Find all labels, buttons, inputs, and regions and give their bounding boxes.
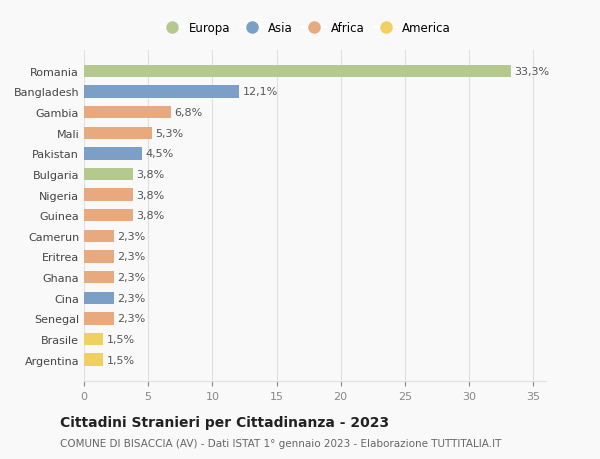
Text: 12,1%: 12,1%: [242, 87, 278, 97]
Bar: [84, 148, 142, 160]
Bar: [84, 106, 171, 119]
Bar: [84, 292, 113, 304]
Bar: [84, 86, 239, 98]
Text: 6,8%: 6,8%: [175, 108, 203, 118]
Bar: [84, 353, 103, 366]
Bar: [84, 168, 133, 181]
Bar: [84, 333, 103, 345]
Bar: [84, 66, 511, 78]
Legend: Europa, Asia, Africa, America: Europa, Asia, Africa, America: [156, 17, 455, 40]
Text: 3,8%: 3,8%: [136, 190, 164, 200]
Text: 2,3%: 2,3%: [117, 313, 145, 324]
Text: 2,3%: 2,3%: [117, 252, 145, 262]
Bar: [84, 271, 113, 284]
Bar: [84, 210, 133, 222]
Text: 2,3%: 2,3%: [117, 231, 145, 241]
Text: 2,3%: 2,3%: [117, 293, 145, 303]
Text: 2,3%: 2,3%: [117, 273, 145, 282]
Bar: [84, 313, 113, 325]
Text: 33,3%: 33,3%: [515, 67, 550, 77]
Text: 5,3%: 5,3%: [155, 129, 184, 139]
Bar: [84, 127, 152, 140]
Text: COMUNE DI BISACCIA (AV) - Dati ISTAT 1° gennaio 2023 - Elaborazione TUTTITALIA.I: COMUNE DI BISACCIA (AV) - Dati ISTAT 1° …: [60, 438, 502, 448]
Text: 3,8%: 3,8%: [136, 169, 164, 179]
Bar: [84, 189, 133, 202]
Text: Cittadini Stranieri per Cittadinanza - 2023: Cittadini Stranieri per Cittadinanza - 2…: [60, 415, 389, 429]
Bar: [84, 230, 113, 242]
Text: 4,5%: 4,5%: [145, 149, 173, 159]
Text: 3,8%: 3,8%: [136, 211, 164, 221]
Text: 1,5%: 1,5%: [106, 334, 134, 344]
Text: 1,5%: 1,5%: [106, 355, 134, 365]
Bar: [84, 251, 113, 263]
